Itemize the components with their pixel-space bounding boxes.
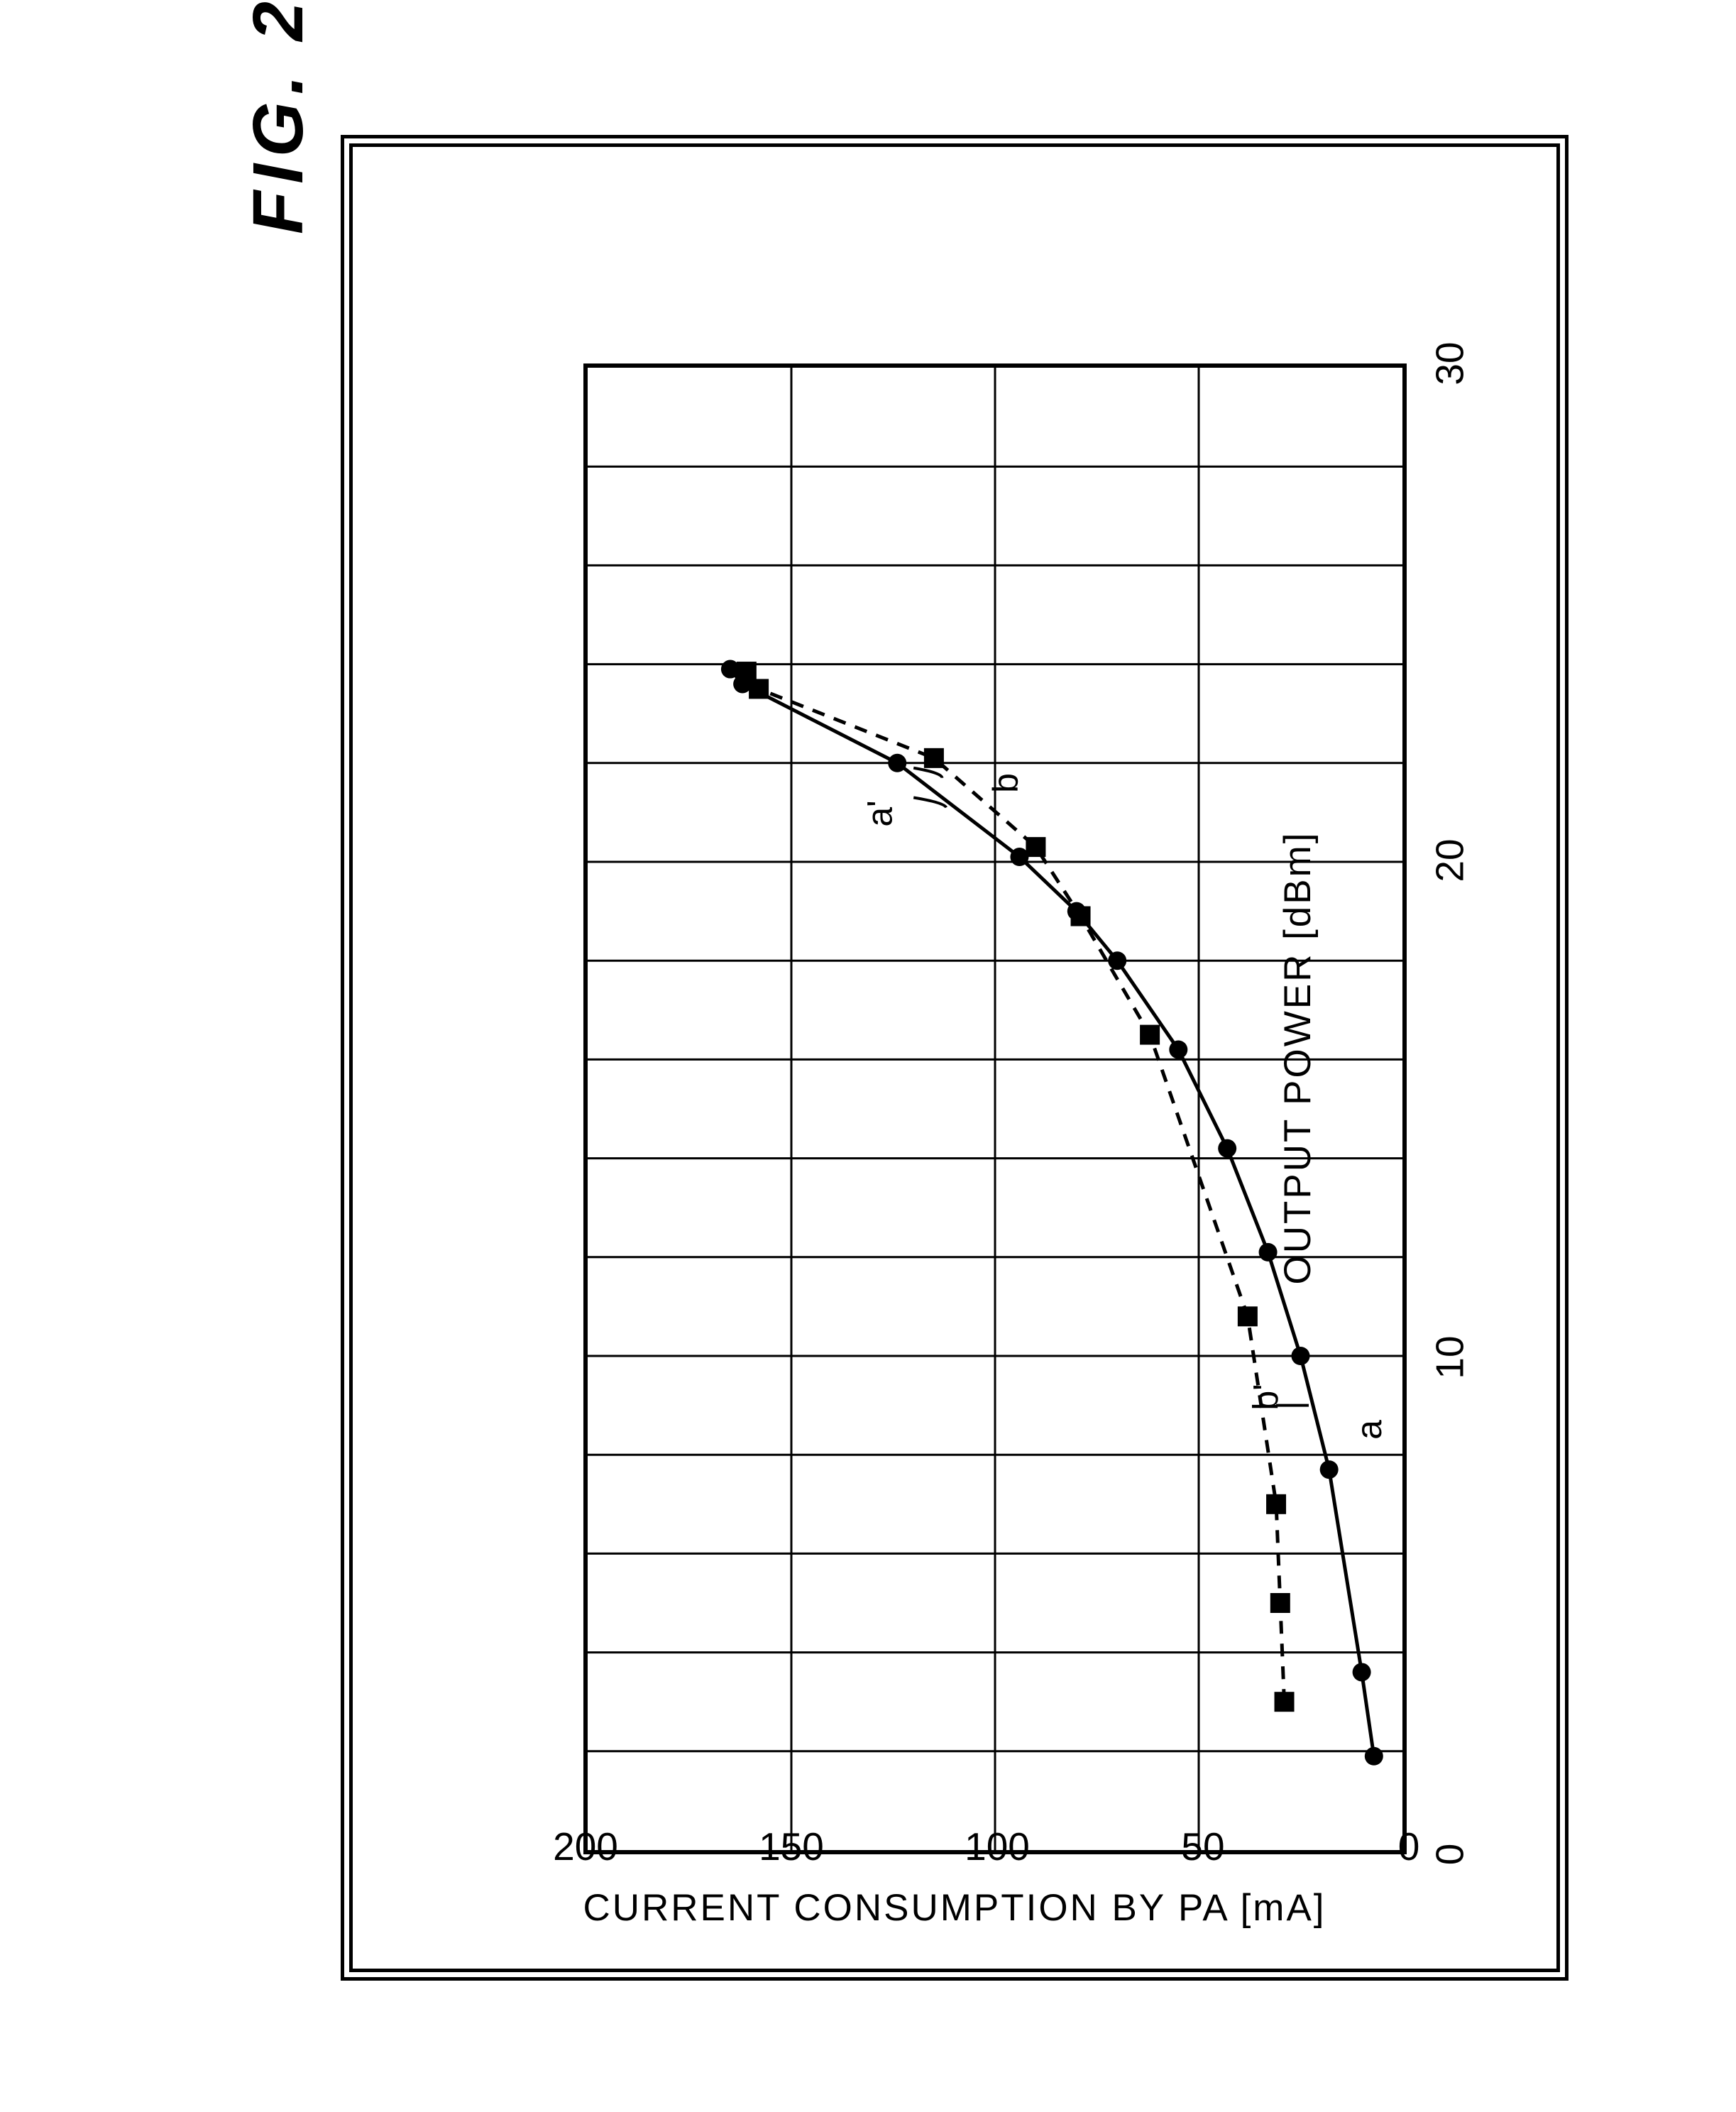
x-tick-label: 0 [1427,1844,1473,1866]
plot-svg [588,368,1402,1850]
x-tick-label: 10 [1427,1335,1472,1379]
chart-panel-outer: CURRENT CONSUMPTION BY PA [mA] OUTPUT PO… [341,135,1569,1981]
series-label-a: a [1348,1421,1390,1440]
x-tick-label: 30 [1427,341,1472,385]
plot-area: a a' b b' [583,363,1407,1854]
series-label-aprime: a' [859,801,901,827]
chart-panel-inner: CURRENT CONSUMPTION BY PA [mA] OUTPUT PO… [349,143,1560,1972]
y-axis-label: CURRENT CONSUMPTION BY PA [mA] [583,1886,1326,1930]
x-tick-label: 20 [1427,838,1472,882]
series-label-bprime: b' [1246,1384,1287,1410]
figure-page: FIG. 2 CURRENT CONSUMPTION BY PA [mA] OU… [0,0,1736,2112]
figure-title: FIG. 2 [238,0,319,234]
series-label-b: b [985,773,1026,793]
